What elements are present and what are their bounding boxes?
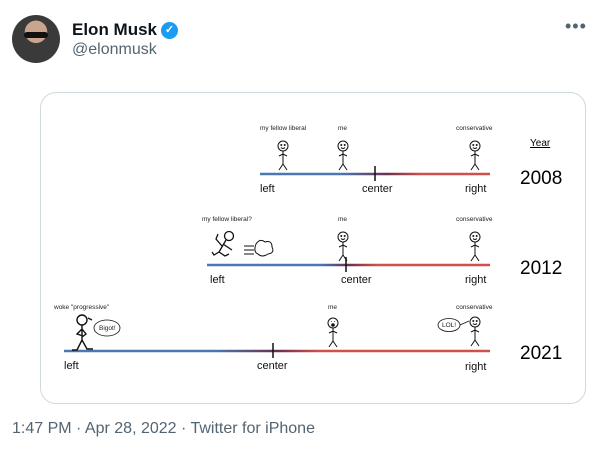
row-2008: my fellow liberal me conservative left c… — [260, 125, 562, 195]
liberal-speech: Bigot! — [99, 325, 116, 332]
year-label: 2021 — [520, 343, 562, 364]
liberal-label: woke "progressive" — [53, 304, 110, 311]
left-label: left — [210, 274, 225, 286]
me-label: me — [338, 125, 347, 132]
ellipsis-icon[interactable]: ••• — [565, 16, 587, 36]
year-header: Year — [530, 138, 551, 149]
liberal-figure — [277, 140, 289, 171]
me-label: me — [328, 304, 337, 311]
center-label: center — [362, 183, 393, 195]
bigot-speech-bubble — [93, 319, 121, 337]
liberal-label: my fellow liberal? — [202, 216, 252, 223]
right-label: right — [465, 274, 486, 286]
woke-figure — [72, 314, 93, 351]
me-figure-shocked — [327, 317, 339, 348]
dust-cloud — [244, 239, 274, 257]
right-label: right — [465, 183, 486, 195]
me-figure — [337, 140, 349, 171]
conservative-figure — [469, 231, 481, 262]
row-2021: woke "progressive" me conservative Bigot… — [53, 304, 562, 373]
author-handle[interactable]: @elonmusk — [72, 41, 157, 58]
author-name[interactable]: Elon Musk ✓ — [72, 20, 179, 40]
conservative-label: conservative — [456, 304, 493, 311]
me-label: me — [338, 216, 347, 223]
center-label: center — [257, 360, 288, 372]
avatar[interactable] — [12, 15, 60, 63]
conservative-figure — [469, 140, 481, 171]
verified-badge-icon: ✓ — [161, 21, 179, 39]
row-2012: my fellow liberal? me conservative left … — [202, 216, 562, 286]
year-label: 2008 — [520, 168, 562, 189]
year-label: 2012 — [520, 258, 562, 279]
left-label: left — [260, 183, 275, 195]
conservative-label: conservative — [456, 125, 493, 132]
sunglasses — [24, 32, 48, 38]
left-label: left — [64, 360, 79, 372]
conservative-figure — [469, 316, 481, 347]
conservative-speech: LOL! — [442, 322, 456, 329]
running-figure — [211, 230, 235, 257]
conservative-label: conservative — [456, 216, 493, 223]
right-label: right — [465, 361, 486, 373]
tweet-timestamp[interactable]: 1:47 PM · Apr 28, 2022 · Twitter for iPh… — [12, 420, 315, 437]
liberal-label: my fellow liberal — [260, 125, 307, 132]
me-figure — [337, 231, 349, 262]
center-label: center — [341, 274, 372, 286]
